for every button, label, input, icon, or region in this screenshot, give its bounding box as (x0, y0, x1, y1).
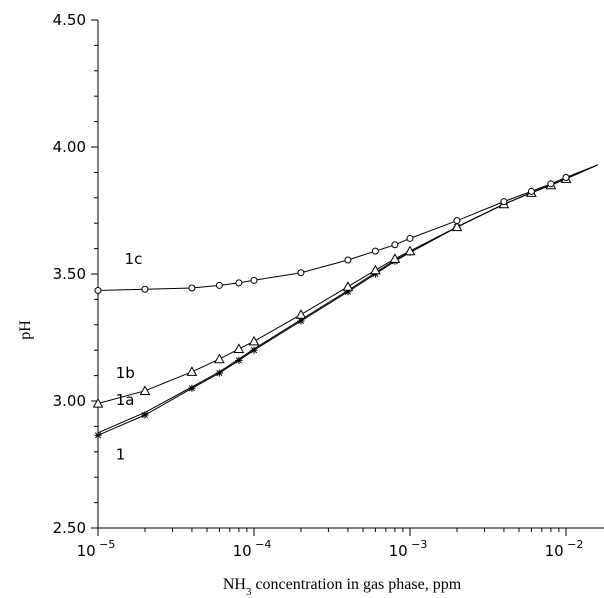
data-point (527, 187, 535, 195)
y-tick-label: 3.00 (53, 392, 86, 410)
x-tick-label: 10 −3 (389, 538, 428, 560)
x-tick-label-base: 10 (545, 542, 564, 560)
y-axis-title: pH (17, 320, 34, 340)
data-point (250, 346, 258, 354)
x-tick-label-base: 10 (233, 542, 252, 560)
series-label-1c: 1c (125, 250, 143, 268)
x-tick-label-base: 10 (77, 542, 96, 560)
data-point (342, 281, 354, 291)
x-tick-label-exponent: −5 (96, 538, 116, 551)
data-point (404, 245, 416, 256)
x-tick-label: 10 −4 (233, 538, 272, 560)
y-tick-label: 3.50 (53, 265, 86, 283)
data-point (188, 384, 196, 392)
data-point (214, 353, 225, 364)
x-tick-label-base: 10 (389, 542, 408, 560)
data-point (297, 269, 305, 277)
data-point (94, 287, 102, 295)
x-tick-label-exponent: −4 (252, 538, 272, 551)
data-point (141, 285, 149, 293)
data-point (370, 264, 381, 275)
x-tick-label-exponent: −2 (564, 538, 584, 551)
data-point (186, 366, 198, 376)
data-point (141, 411, 149, 419)
x-tick-label: 10 −2 (545, 538, 584, 560)
series-line-1a (97, 164, 599, 434)
y-tick-label: 2.50 (53, 519, 86, 537)
y-tick-label: 4.00 (53, 138, 86, 156)
series-labels: 1 1a 1b 1c (116, 250, 143, 464)
data-point (235, 279, 243, 287)
x-axis-title-rest: concentration in gas phase, ppm (251, 576, 461, 593)
data-point (451, 221, 463, 232)
data-point (235, 356, 243, 364)
series-lines (97, 164, 599, 436)
series-markers (92, 173, 572, 439)
data-point (139, 385, 151, 395)
data-point (92, 398, 104, 408)
data-point (344, 256, 352, 264)
data-point (371, 247, 379, 255)
data-point (215, 369, 223, 377)
x-tick-label: 10 −5 (77, 538, 116, 560)
series-line-1 (97, 164, 599, 436)
series-label-1a: 1a (116, 391, 135, 409)
x-axis-title-sub: 3 (246, 586, 252, 598)
data-point (188, 284, 196, 292)
data-point (500, 198, 508, 206)
data-point (215, 281, 223, 289)
x-tick-label-exponent: −3 (408, 538, 428, 551)
y-ticks: 2.50 3.00 3.50 4.00 4.50 (53, 11, 98, 537)
x-axis-title: NH3 concentration in gas phase, ppm (223, 576, 462, 598)
data-point (389, 253, 401, 263)
data-point (94, 431, 102, 439)
data-point (233, 343, 245, 354)
data-point (406, 234, 414, 242)
data-point (295, 309, 307, 319)
axes (97, 20, 604, 529)
data-point (391, 241, 399, 249)
data-point (248, 335, 260, 346)
series-label-1: 1 (116, 445, 126, 463)
data-point (547, 180, 555, 188)
data-point (344, 288, 352, 296)
series-line-1c (97, 164, 598, 291)
series-label-1b: 1b (116, 364, 135, 382)
data-point (562, 173, 570, 181)
x-axis-title-main: NH (223, 576, 247, 593)
data-point (250, 276, 258, 284)
y-tick-label: 4.50 (53, 11, 86, 29)
data-point (453, 217, 461, 225)
x-ticks: 10 −5 10 −4 10 −3 10 −2 (77, 528, 584, 560)
data-point (297, 317, 305, 325)
